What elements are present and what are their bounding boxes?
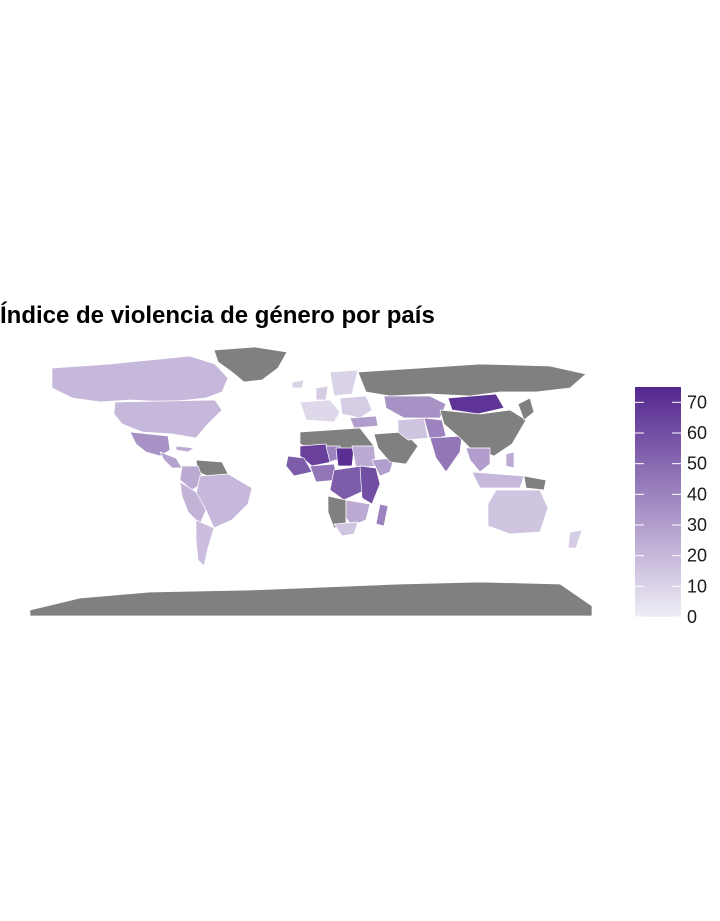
country-turkey [349, 415, 379, 429]
legend-tick-label: 60 [687, 423, 707, 443]
country-png [523, 475, 547, 491]
country-west-coast [285, 455, 313, 477]
map-regions [29, 346, 593, 617]
country-usa [113, 399, 223, 439]
country-philippines [505, 451, 515, 469]
country-indonesia [471, 471, 525, 489]
country-cuba [175, 445, 195, 453]
country-mongolia [447, 393, 505, 415]
country-greenland [213, 346, 288, 383]
country-uk-ireland [315, 385, 329, 401]
legend-tick-label: 50 [687, 454, 707, 474]
country-central-asia [383, 395, 447, 419]
country-south-africa [333, 521, 359, 537]
country-western-europe [299, 399, 341, 423]
country-scandinavia [329, 369, 359, 397]
legend-colorbar [635, 387, 681, 617]
map-title: Índice de violencia de género por país [0, 302, 435, 329]
country-southern-cone [195, 519, 215, 567]
country-central-africa [329, 465, 367, 501]
country-antarctica [29, 581, 593, 617]
country-australia [487, 489, 549, 535]
country-india [429, 435, 463, 473]
country-chad [335, 447, 355, 467]
country-afghanistan-pakistan [423, 417, 447, 441]
country-horn-of-africa [371, 457, 395, 477]
legend: 0 10 20 30 40 50 60 70 [635, 387, 707, 627]
legend-tick-label: 0 [687, 607, 697, 627]
legend-tick-label: 20 [687, 546, 707, 566]
country-madagascar [375, 503, 389, 527]
country-mexico [129, 431, 171, 457]
legend-tick-label: 70 [687, 392, 707, 412]
legend-tick-label: 40 [687, 484, 707, 504]
country-korea-japan [517, 397, 535, 421]
country-central-america [159, 451, 183, 469]
country-southern-africa-east [345, 499, 371, 527]
country-brazil [195, 473, 253, 529]
country-mauritania-mali [299, 443, 333, 467]
country-russia [357, 363, 587, 397]
legend-ticks: 0 10 20 30 40 50 60 70 [635, 392, 707, 627]
country-china [439, 409, 527, 457]
country-eastern-europe [339, 395, 373, 419]
legend-tick-label: 10 [687, 576, 707, 596]
country-new-zealand [567, 529, 583, 549]
legend-tick-label: 30 [687, 515, 707, 535]
country-sudan [351, 445, 377, 469]
country-canada [51, 355, 229, 403]
country-mainland-se-asia [465, 447, 491, 473]
country-iceland [291, 379, 305, 389]
country-east-africa [359, 465, 381, 505]
